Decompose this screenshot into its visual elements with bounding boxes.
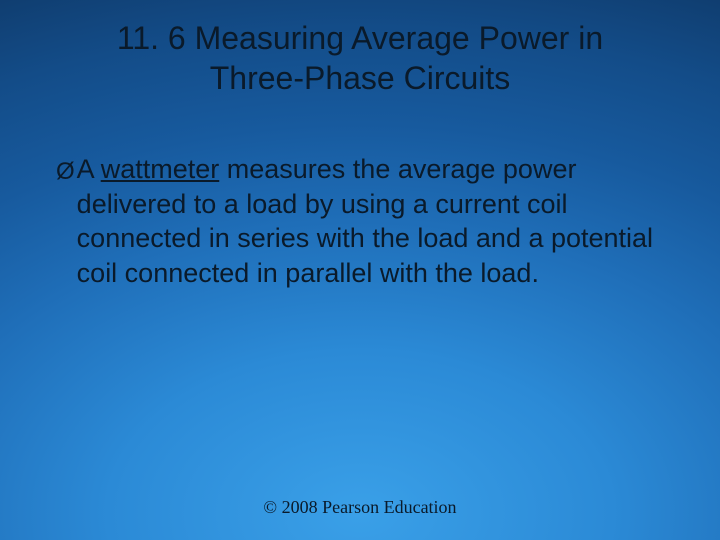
body-area: Ø A wattmeter measures the average power… — [0, 98, 720, 290]
slide: 11. 6 Measuring Average Power in Three-P… — [0, 0, 720, 540]
title-line-2: Three-Phase Circuits — [210, 60, 511, 96]
bullet-lead: A — [77, 154, 101, 184]
bullet-text: A wattmeter measures the average power d… — [77, 152, 672, 290]
bullet-marker-icon: Ø — [56, 156, 75, 187]
footer-copyright: © 2008 Pearson Education — [0, 497, 720, 518]
title-line-1: 11. 6 Measuring Average Power in — [117, 20, 603, 56]
slide-title: 11. 6 Measuring Average Power in Three-P… — [0, 0, 720, 98]
bullet-item: Ø A wattmeter measures the average power… — [56, 152, 672, 290]
bullet-key-term: wattmeter — [101, 154, 220, 184]
